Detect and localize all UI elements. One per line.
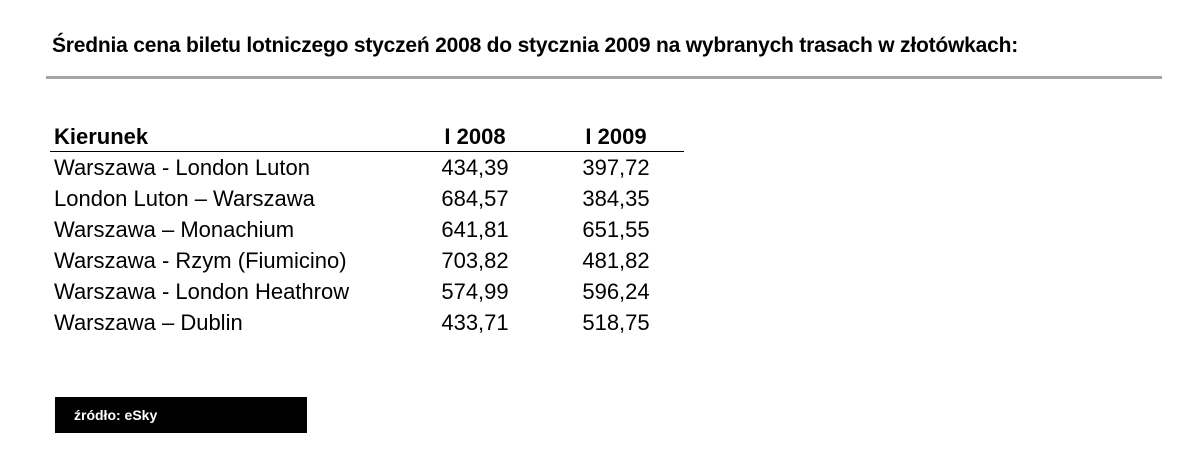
route-cell: Warszawa - London Heathrow [54,278,350,304]
table-title: Średnia cena biletu lotniczego styczeń 2… [52,34,1019,57]
header-2008: I 2008 [402,122,548,152]
table-body: Warszawa - London Luton 434,39 397,72 Lo… [50,152,684,339]
price-2008-cell: 433,71 [441,309,509,335]
price-2009-cell: 481,82 [582,247,650,273]
route-cell: Warszawa - Rzym (Fiumicino) [54,247,347,273]
route-cell: Warszawa – Dublin [54,309,243,335]
table-header: Kierunek I 2008 I 2009 [50,122,684,152]
price-2008-cell: 641,81 [441,216,509,242]
price-2009-cell: 596,24 [582,278,650,304]
price-2008-cell: 434,39 [441,154,509,180]
price-2009-cell: 384,35 [582,185,650,211]
price-2008-cell: 574,99 [441,278,509,304]
table-row: Warszawa – Monachium 641,81 651,55 [50,214,684,245]
source-label: źródło: eSky [55,397,307,433]
route-cell: London Luton – Warszawa [54,185,315,211]
price-2008-cell: 703,82 [441,247,509,273]
price-2009-cell: 397,72 [582,154,650,180]
price-2009-cell: 651,55 [582,216,650,242]
header-route: Kierunek [50,122,402,152]
table-row: Warszawa – Dublin 433,71 518,75 [50,307,684,338]
header-row: Kierunek I 2008 I 2009 [50,122,684,152]
price-2008-cell: 684,57 [441,185,509,211]
table-row: Warszawa - London Heathrow 574,99 596,24 [50,276,684,307]
price-2009-cell: 518,75 [582,309,650,335]
route-cell: Warszawa - London Luton [54,154,310,180]
title-divider [46,76,1162,79]
table-row: London Luton – Warszawa 684,57 384,35 [50,183,684,214]
price-table: Kierunek I 2008 I 2009 Warszawa - London… [50,122,684,338]
table-row: Warszawa - Rzym (Fiumicino) 703,82 481,8… [50,245,684,276]
header-2009: I 2009 [548,122,684,152]
route-cell: Warszawa – Monachium [54,216,295,242]
table-row: Warszawa - London Luton 434,39 397,72 [50,152,684,184]
